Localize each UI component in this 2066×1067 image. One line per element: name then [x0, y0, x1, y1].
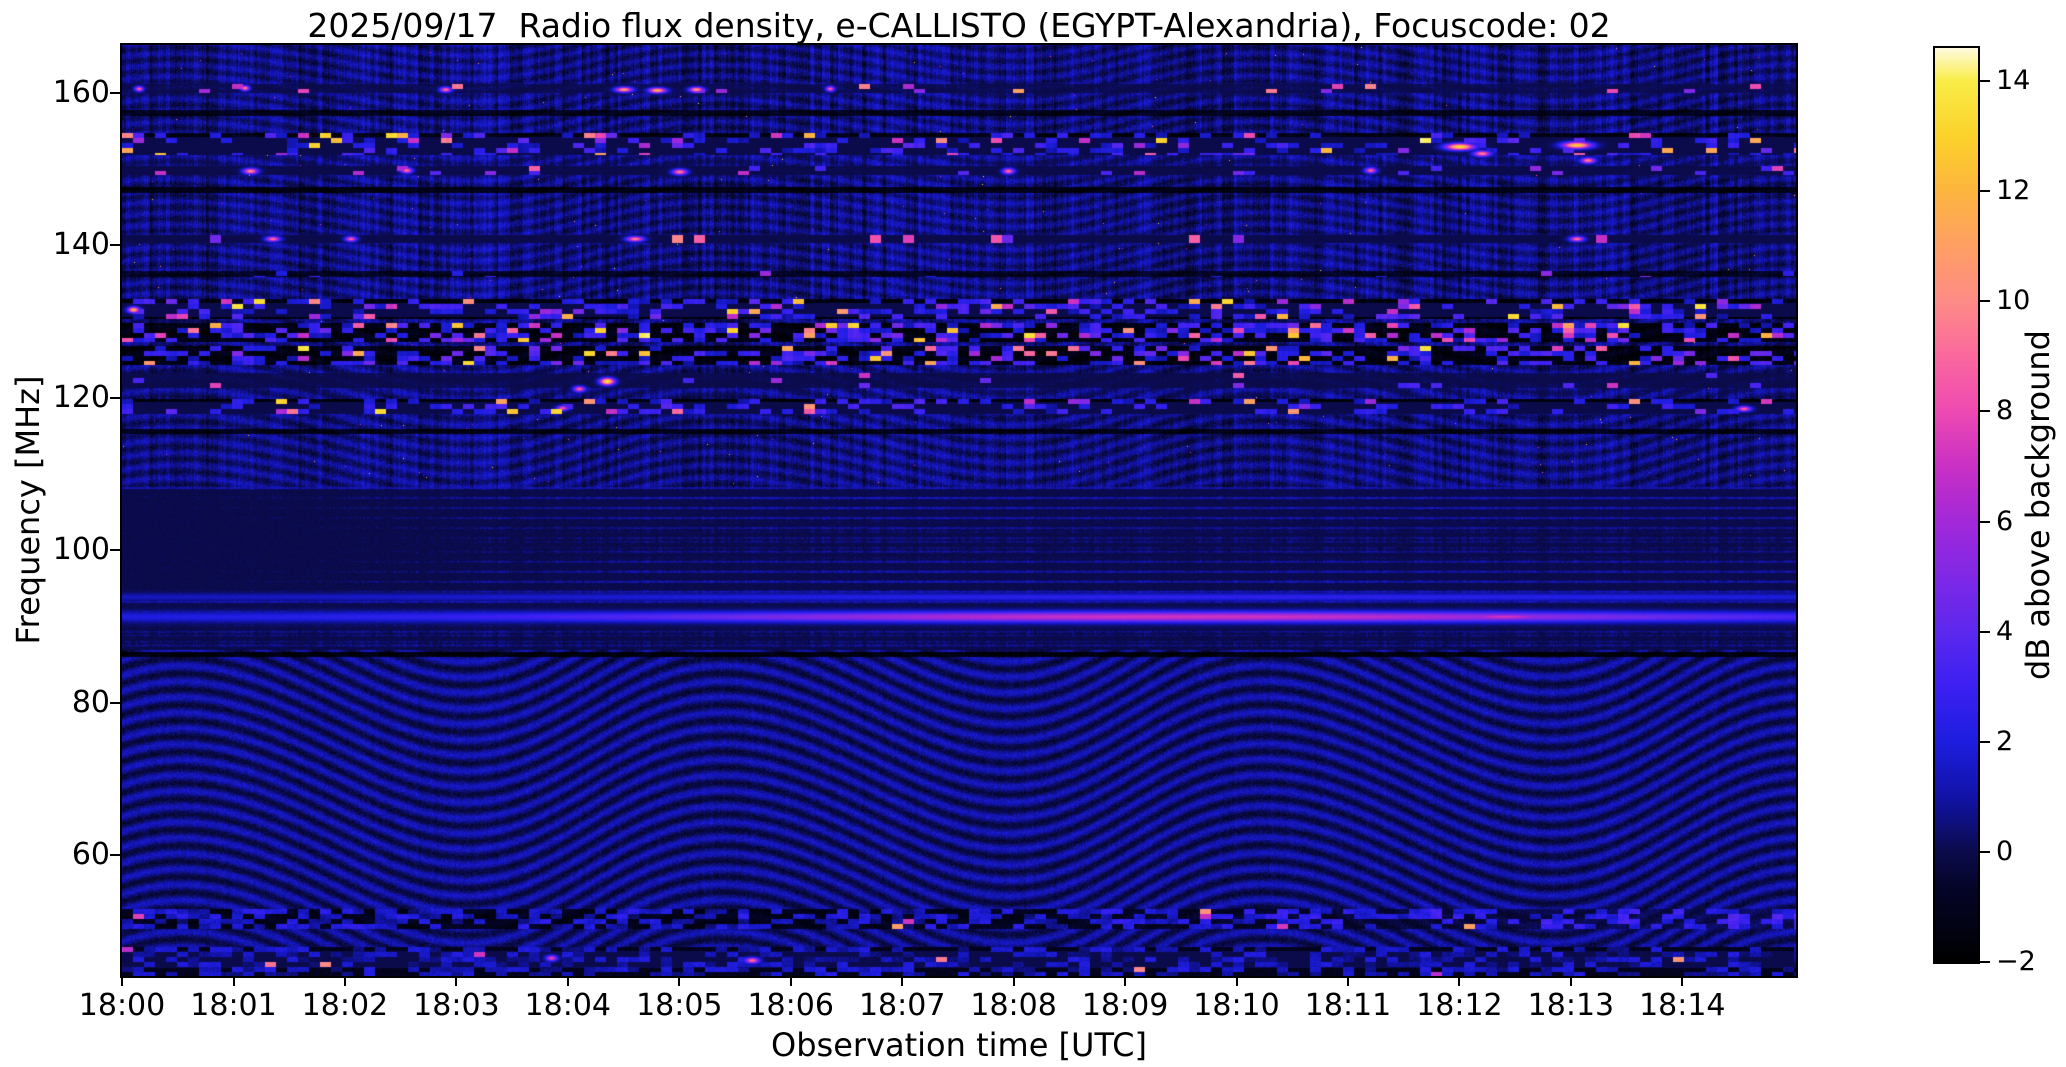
y-tick: [110, 853, 120, 856]
colorbar-tick-label: 8: [1996, 395, 2014, 427]
y-tick-label: 80: [71, 684, 110, 720]
y-axis-label: Frequency [MHz]: [9, 375, 47, 645]
colorbar-tick: [1980, 190, 1990, 193]
colorbar-tick-label: 6: [1996, 505, 2014, 537]
colorbar-tick: [1980, 961, 1990, 963]
y-tick-label: 60: [71, 836, 110, 872]
x-tick-label: 18:03: [413, 988, 500, 1023]
x-tick: [343, 976, 346, 986]
x-tick: [1458, 976, 1461, 986]
y-tick: [110, 92, 120, 94]
chart-title: 2025/09/17 Radio flux density, e-CALLIST…: [307, 6, 1611, 45]
y-tick-label: 160: [52, 75, 110, 110]
plot-area: [120, 43, 1798, 978]
y-tick: [110, 701, 120, 704]
colorbar-gradient: [1935, 48, 1978, 962]
x-tick-label: 18:00: [78, 988, 166, 1023]
x-tick-label: 18:01: [190, 988, 277, 1023]
x-tick: [678, 976, 681, 986]
colorbar-tick: [1980, 520, 1990, 523]
y-tick: [110, 549, 120, 552]
x-tick-label: 18:13: [1527, 988, 1615, 1023]
colorbar-tick-label: 12: [1996, 175, 2031, 207]
y-tick-label: 140: [52, 227, 110, 263]
colorbar-tick-label: 2: [1996, 725, 2014, 757]
x-tick: [1681, 976, 1684, 986]
x-tick: [1124, 976, 1127, 986]
x-tick: [1569, 976, 1572, 986]
x-tick: [1347, 976, 1349, 986]
x-tick-label: 18:04: [524, 988, 612, 1023]
x-tick-label: 18:12: [1416, 988, 1503, 1023]
x-tick-label: 18:05: [636, 988, 723, 1023]
x-tick: [1235, 976, 1238, 986]
colorbar-tick-label: 10: [1996, 285, 2031, 317]
colorbar-tick: [1980, 300, 1990, 303]
x-tick-label: 18:08: [970, 988, 1057, 1023]
x-tick: [121, 976, 123, 986]
colorbar-tick: [1980, 740, 1990, 743]
colorbar: [1933, 46, 1980, 964]
x-tick-label: 18:02: [301, 988, 389, 1023]
colorbar-tick-label: 0: [1996, 835, 2014, 867]
colorbar-tick: [1980, 410, 1990, 413]
colorbar-tick: [1980, 630, 1990, 633]
y-tick-label: 100: [52, 532, 110, 568]
x-tick: [1012, 976, 1015, 986]
y-tick: [110, 396, 120, 399]
spectrogram-canvas: [122, 45, 1796, 976]
x-tick: [901, 976, 904, 986]
x-tick: [566, 976, 569, 986]
x-tick-label: 18:11: [1304, 988, 1392, 1023]
colorbar-tick-label: 4: [1996, 615, 2014, 647]
x-tick-label: 18:07: [858, 988, 946, 1023]
colorbar-tick: [1980, 850, 1990, 853]
x-tick: [232, 976, 235, 986]
x-axis-label: Observation time [UTC]: [771, 1026, 1147, 1064]
x-tick-label: 18:10: [1193, 988, 1280, 1023]
x-tick: [789, 976, 792, 986]
y-tick-label: 120: [52, 379, 110, 415]
x-tick-label: 18:06: [747, 988, 834, 1023]
x-tick: [455, 976, 458, 986]
colorbar-tick: [1980, 80, 1990, 82]
colorbar-tick-label: −2: [1996, 946, 2036, 977]
x-tick-label: 18:09: [1081, 988, 1169, 1023]
colorbar-tick-label: 14: [1996, 65, 2031, 96]
y-tick: [110, 244, 120, 247]
x-tick-label: 18:14: [1639, 988, 1726, 1023]
